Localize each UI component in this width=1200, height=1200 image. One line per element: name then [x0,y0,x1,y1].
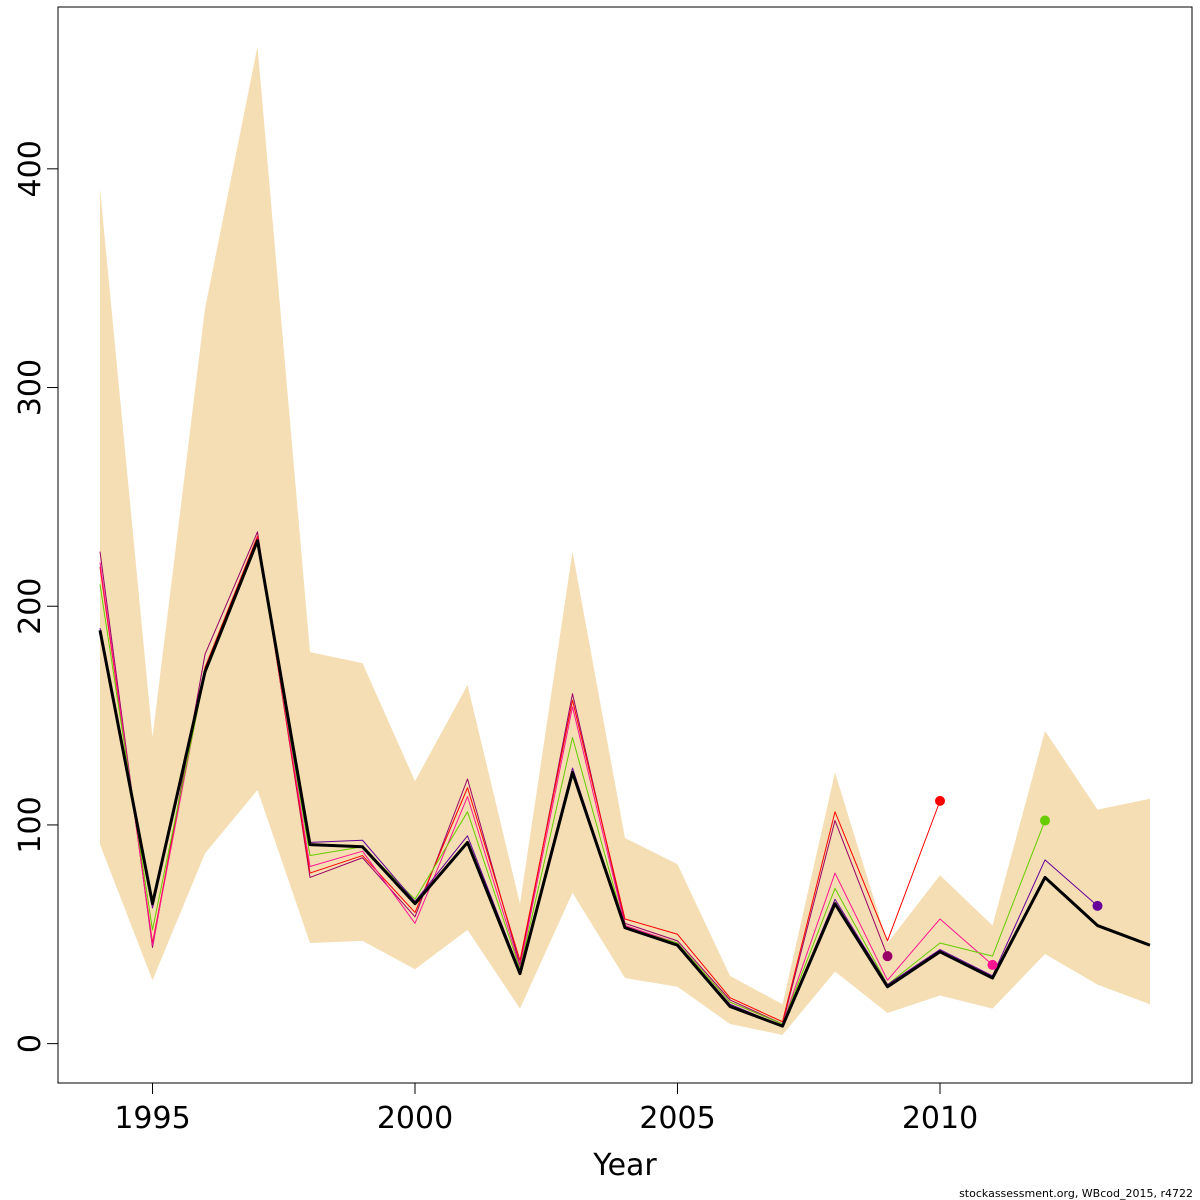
y-tick-label-300: 300 [13,359,48,416]
series-line-peel-1 [99,531,888,1025]
confidence-band-area [100,46,1150,1035]
endpoint-point-1 [882,951,893,962]
endpoint-point-3 [987,959,998,970]
endpoint-point-4 [1040,815,1050,826]
plot-frame [57,6,1193,1084]
series-line-main [98,539,1151,1028]
series-line-peel-2 [99,535,941,1023]
y-tick-label-100: 100 [13,796,48,853]
x-axis-title: Year [592,1148,657,1183]
series-lines [98,531,1151,1028]
endpoint-markers [882,795,1103,970]
endpoint-point-2 [935,795,945,806]
x-axis: 1995 2000 2005 2010 [114,1083,978,1136]
x-tick-label-1995: 1995 [114,1101,190,1136]
y-tick-label-0: 0 [13,1034,48,1053]
x-tick-label-2005: 2005 [639,1101,715,1136]
y-axis: 0 100 200 300 400 [13,140,58,1053]
endpoint-point-5 [1092,900,1103,911]
confidence-band [100,46,1150,1035]
y-tick-label-200: 200 [13,578,48,635]
footer-credit: stockassessment.org, WBcod_2015, r4722 [959,1187,1193,1200]
x-tick-label-2010: 2010 [902,1101,978,1136]
x-tick-label-2000: 2000 [377,1101,453,1136]
y-tick-label-400: 400 [13,140,48,197]
